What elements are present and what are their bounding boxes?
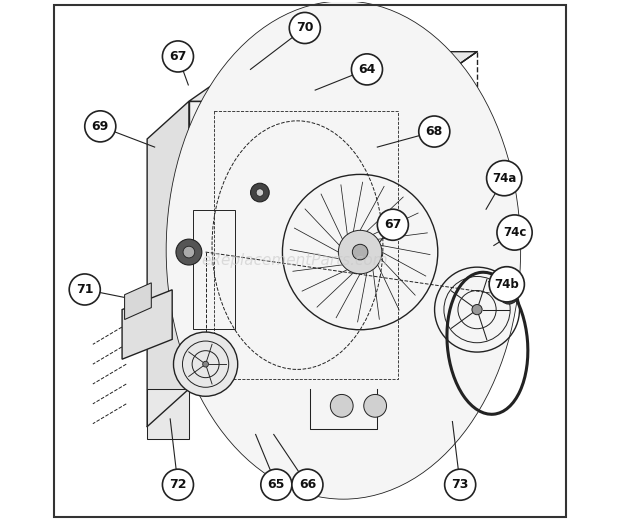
Circle shape [250,183,269,202]
Ellipse shape [247,115,439,385]
Polygon shape [122,290,172,359]
Text: 64: 64 [358,63,376,76]
Text: 74a: 74a [492,172,516,185]
Circle shape [183,246,195,258]
Text: 67: 67 [384,218,402,231]
Circle shape [500,286,518,304]
Ellipse shape [166,1,521,499]
Circle shape [261,469,292,500]
Text: 68: 68 [426,125,443,138]
Circle shape [378,209,409,240]
Text: 65: 65 [268,478,285,491]
Circle shape [505,291,513,299]
Circle shape [472,304,482,315]
Text: 72: 72 [169,478,187,491]
Polygon shape [125,283,151,319]
Polygon shape [189,52,477,101]
Circle shape [489,267,525,302]
Text: 67: 67 [169,50,187,63]
Text: 74b: 74b [494,278,519,291]
Circle shape [162,41,193,72]
Text: 73: 73 [451,478,469,491]
Text: 66: 66 [299,478,316,491]
Circle shape [176,239,202,265]
Circle shape [162,469,193,500]
Circle shape [339,230,382,274]
Circle shape [292,469,323,500]
Polygon shape [147,101,189,426]
Circle shape [364,395,386,417]
Text: 69: 69 [92,120,109,133]
Circle shape [445,469,476,500]
Text: eReplacementParts.com: eReplacementParts.com [201,254,388,268]
Polygon shape [147,389,189,438]
Circle shape [256,189,264,196]
Circle shape [69,274,100,305]
Circle shape [418,116,450,147]
Polygon shape [189,101,406,389]
Circle shape [290,13,321,43]
Circle shape [330,395,353,417]
Circle shape [497,215,532,250]
Circle shape [487,161,522,196]
Text: 71: 71 [76,283,94,296]
Circle shape [352,244,368,260]
Text: 70: 70 [296,21,314,34]
Text: 74c: 74c [503,226,526,239]
Circle shape [85,111,116,142]
Circle shape [203,361,208,367]
Circle shape [174,332,237,396]
Polygon shape [310,389,377,429]
Circle shape [352,54,383,85]
